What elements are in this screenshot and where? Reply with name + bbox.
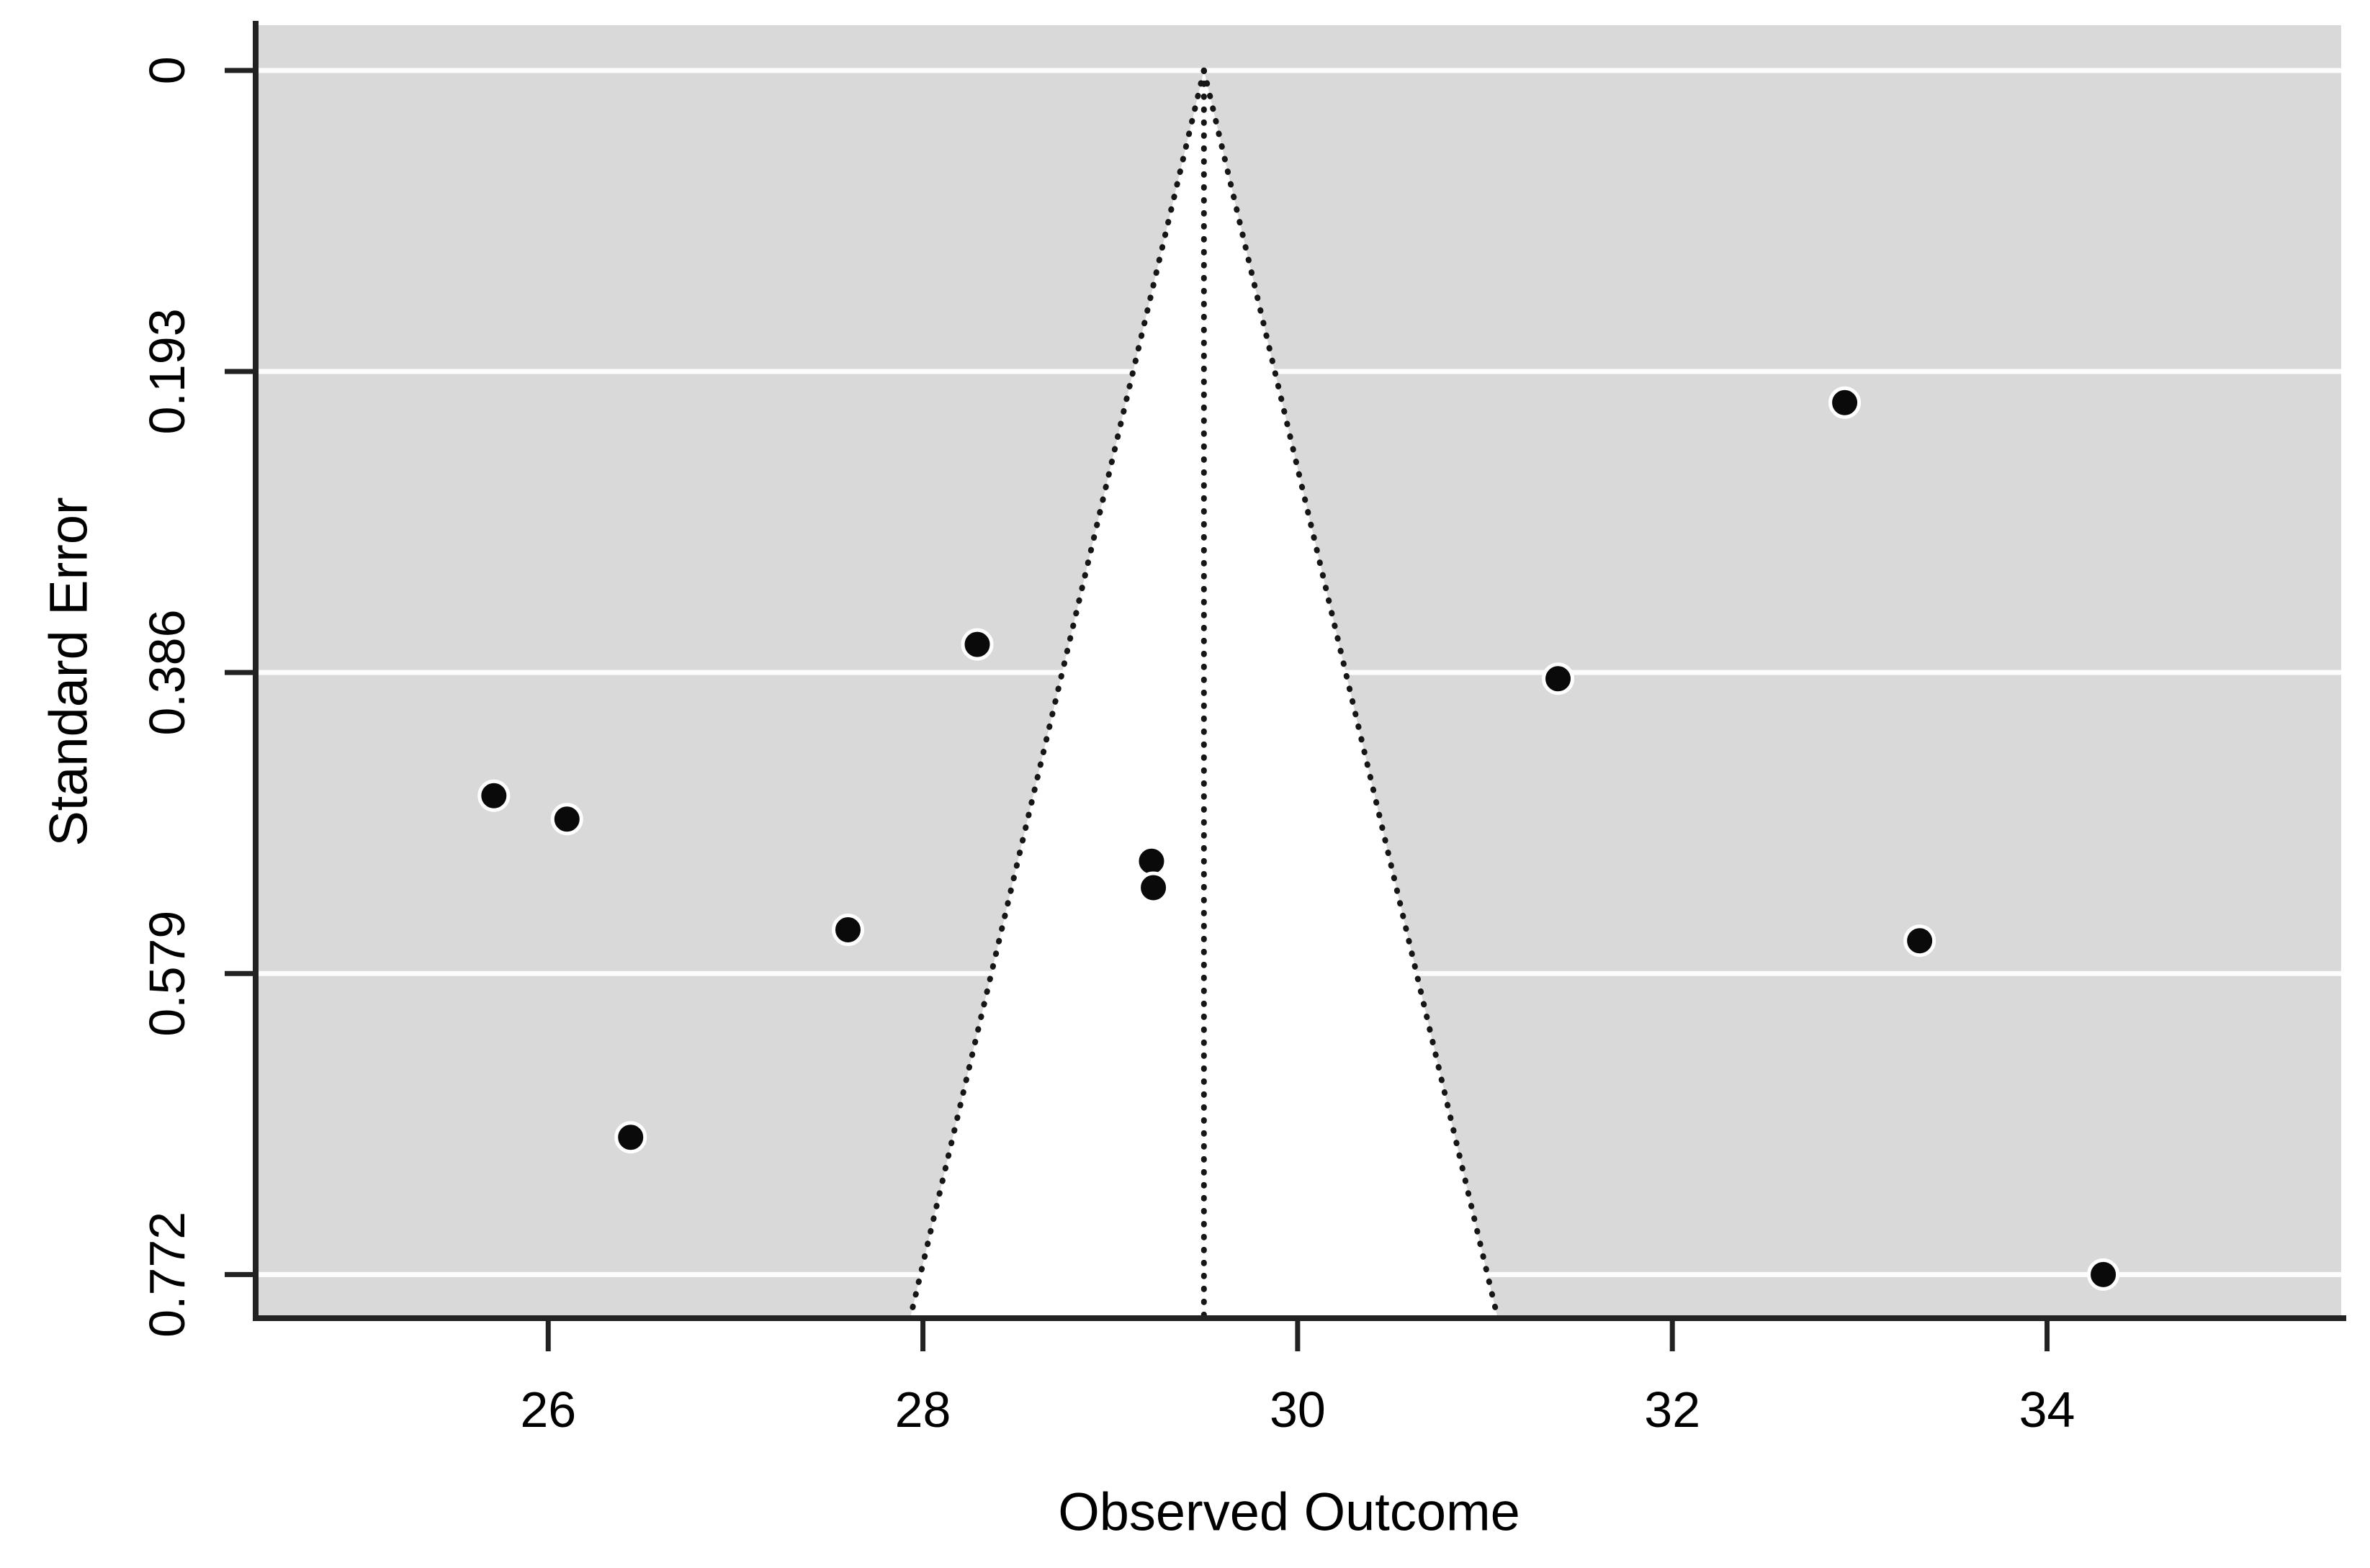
data-point [1903, 924, 1936, 958]
x-axis-title: Observed Outcome [1058, 1482, 1520, 1542]
data-point [832, 914, 865, 947]
data-point [1135, 844, 1168, 878]
x-tick-label: 30 [1270, 1382, 1326, 1438]
data-point [550, 803, 583, 836]
data-point [477, 779, 511, 812]
data-point [1828, 386, 1862, 419]
ticks-layer [225, 68, 2050, 1351]
x-tick-label: 32 [1644, 1382, 1700, 1438]
y-tick-label: 0.193 [139, 308, 195, 434]
y-axis-title: Standard Error [39, 497, 99, 846]
data-point [961, 628, 994, 661]
data-point [1542, 662, 1575, 695]
x-tick-label: 28 [895, 1382, 951, 1438]
y-tick-label: 0.579 [139, 911, 195, 1037]
y-tick-label: 0.386 [139, 609, 195, 735]
y-tick-label: 0.772 [139, 1212, 195, 1338]
y-tick-label: 0 [139, 56, 195, 84]
tick-labels-layer: 26 28 30 32 34 0 0.193 0.386 0.579 0.772 [139, 56, 2075, 1438]
funnel-layer [907, 67, 1501, 1321]
data-point [614, 1121, 647, 1154]
x-tick-label: 26 [520, 1382, 576, 1438]
x-tick-label: 34 [2019, 1382, 2075, 1438]
data-point [2087, 1258, 2120, 1291]
data-point [1137, 871, 1170, 904]
data-points-layer [477, 386, 2120, 1291]
